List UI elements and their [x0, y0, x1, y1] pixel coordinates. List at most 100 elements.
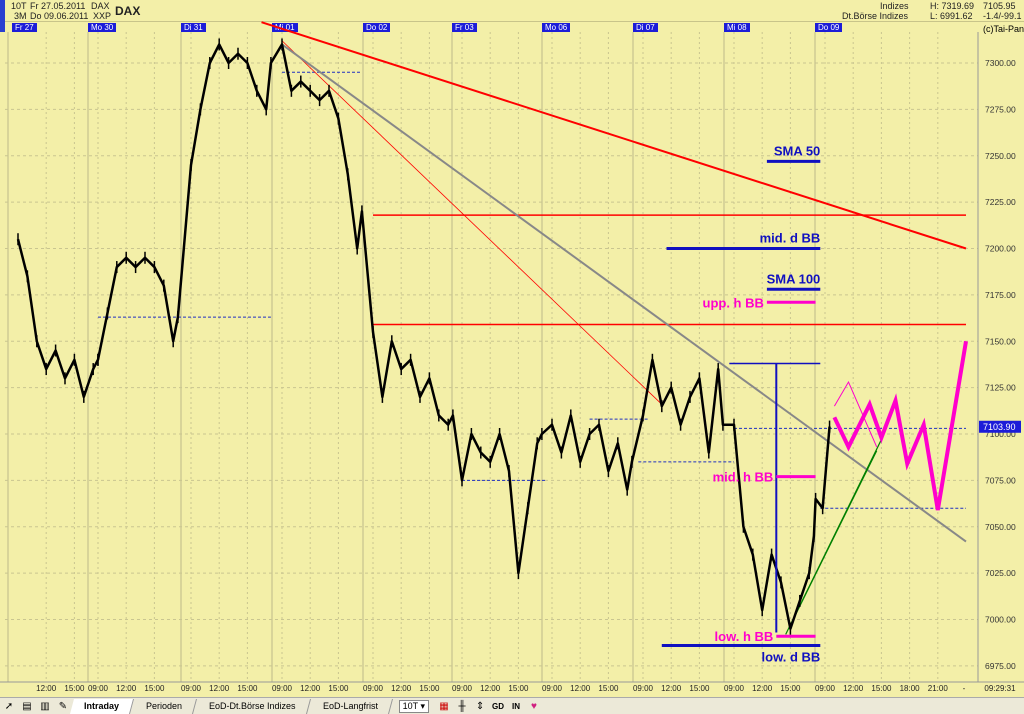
- time-tick-label: 21:00: [927, 684, 948, 693]
- time-tick-label: 09:00: [180, 684, 202, 693]
- day-label: Do 09: [815, 23, 843, 32]
- day-label: Di 31: [181, 23, 206, 32]
- annotation-label: low. h BB: [715, 629, 774, 644]
- time-tick-label: 09:00: [541, 684, 563, 693]
- candles-icon[interactable]: ╫: [458, 700, 466, 712]
- day-label: Di 07: [633, 23, 658, 32]
- annotation-label: SMA 50: [774, 143, 820, 158]
- trendline: [261, 21, 967, 250]
- time-tick-label: 12:00: [116, 684, 137, 693]
- day-label: Mi 01: [272, 23, 298, 32]
- forecast-line: [832, 340, 968, 511]
- heart-icon[interactable]: ♥: [531, 700, 537, 712]
- time-tick-label: 12:00: [661, 684, 682, 693]
- time-tick-label: 15:00: [328, 684, 349, 693]
- day-label: Mi 08: [724, 23, 750, 32]
- time-tick-label: 15:00: [237, 684, 258, 693]
- last-value: 7105.95: [983, 1, 1016, 11]
- list-icon[interactable]: ▥: [40, 700, 50, 712]
- tab-intraday[interactable]: Intraday: [69, 698, 135, 714]
- chart-title: DAX: [115, 4, 141, 18]
- y-tick-label: 7075.00: [985, 475, 1016, 485]
- tab-label: Intraday: [84, 700, 120, 711]
- pointer-icon[interactable]: ➚: [4, 700, 14, 712]
- period-select-value: 10T: [402, 700, 418, 711]
- time-tick-label: 12:00: [843, 684, 864, 693]
- time-tick-label: 15:00: [64, 684, 85, 693]
- category: Indizes: [880, 1, 909, 11]
- y-tick-label: 7200.00: [985, 244, 1016, 254]
- spin-icon[interactable]: ⇕: [475, 700, 485, 712]
- in-button[interactable]: IN: [512, 701, 521, 711]
- chart-type-icon[interactable]: ▦: [439, 700, 449, 712]
- day-band: Fr 27 Mo 30 Di 31 Mi 01 Do 02 Fr 03 Mo 06 Di 07…: [0, 22, 1024, 32]
- annotation-label: mid. h BB: [713, 470, 774, 485]
- y-tick-label: 7100.00: [985, 429, 1016, 439]
- trendline: [789, 450, 878, 626]
- date-to: Do 09.06.2011: [30, 11, 89, 21]
- time-tick-label: 15:00: [780, 684, 801, 693]
- calculator-icon[interactable]: ▤: [22, 700, 32, 712]
- time-tick-label: 09:00: [271, 684, 293, 693]
- date-from: Fr 27.05.2011: [30, 1, 86, 11]
- time-tick-label: 09:00: [723, 684, 745, 693]
- time-separator: -: [962, 684, 966, 693]
- tab-label: EoD-Langfrist: [322, 700, 378, 711]
- y-tick-label: 7175.00: [985, 290, 1016, 300]
- y-tick-label: 7250.00: [985, 151, 1016, 161]
- tab-eod-langfrist[interactable]: EoD-Langfrist: [308, 698, 393, 714]
- forecast-alt-line: [833, 380, 878, 448]
- tab-label: EoD-Dt.Börse Indizes: [209, 700, 296, 711]
- exchange: XXP: [93, 11, 112, 21]
- pen-icon[interactable]: ✎: [58, 700, 68, 712]
- y-tick-label: 7025.00: [985, 568, 1016, 578]
- price-line: [16, 43, 831, 631]
- symbol: DAX: [91, 1, 110, 11]
- high-value: H: 7319.69: [930, 1, 975, 11]
- bottom-toolbar: ➚ ▤ ▥ ✎ Intraday Perioden EoD-Dt.Börse Ind…: [0, 697, 1024, 714]
- time-tick-label: 15:00: [419, 684, 440, 693]
- y-tick-label: 7225.00: [985, 197, 1016, 207]
- time-tick-label: 09:00: [87, 684, 109, 693]
- y-tick-label: 6975.00: [985, 661, 1016, 671]
- annotation-label: SMA 100: [767, 271, 821, 286]
- tab-eod-dt-b-rse-indizes[interactable]: EoD-Dt.Börse Indizes: [195, 698, 311, 714]
- tab-bar: Intraday Perioden EoD-Dt.Börse Indizes EoD-…: [69, 698, 393, 714]
- y-tick-label: 7000.00: [985, 615, 1016, 625]
- period: 10T: [11, 1, 27, 11]
- range: 3M: [14, 11, 27, 21]
- y-tick-label: 7050.00: [985, 522, 1016, 532]
- time-tick-label: 15:00: [598, 684, 619, 693]
- chart-header: 10T 3M Fr 27.05.2011 Do 09.06.2011 DAX X…: [0, 0, 1024, 32]
- time-tick-label: 12:00: [300, 684, 321, 693]
- time-tick-label: 15:00: [508, 684, 529, 693]
- low-value: L: 6991.62: [930, 11, 973, 21]
- day-label: Mo 06: [542, 23, 571, 32]
- market: Dt.Börse Indizes: [842, 11, 909, 21]
- time-tick-label: 09:00: [451, 684, 473, 693]
- day-label: Do 02: [363, 23, 391, 32]
- period-select[interactable]: 10T ▾: [398, 699, 430, 713]
- time-tick-label: 12:00: [209, 684, 230, 693]
- time-tick-label: 12:00: [480, 684, 501, 693]
- day-label: Fr 03: [452, 23, 477, 32]
- header-stripe: [0, 0, 5, 32]
- day-label: Mo 30: [88, 23, 117, 32]
- copyright: (c)Tai-Pan: [983, 24, 1024, 34]
- time-tick-label: 12:00: [570, 684, 591, 693]
- day-label: Fr 27: [12, 23, 37, 32]
- y-tick-label: 7125.00: [985, 383, 1016, 393]
- gd-button[interactable]: GD: [492, 701, 505, 711]
- time-tick-label: 09:00: [814, 684, 836, 693]
- clock: 09:29:31: [984, 684, 1016, 693]
- time-tick-label: 15:00: [689, 684, 710, 693]
- trendline: [281, 40, 663, 405]
- grid: [5, 32, 978, 682]
- tab-perioden[interactable]: Perioden: [132, 698, 198, 714]
- annotation-label: upp. h BB: [703, 295, 764, 310]
- time-tick-label: 09:00: [362, 684, 384, 693]
- last-price-label: 7103.90: [983, 422, 1016, 432]
- time-tick-label: 18:00: [899, 684, 920, 693]
- time-tick-label: 15:00: [871, 684, 892, 693]
